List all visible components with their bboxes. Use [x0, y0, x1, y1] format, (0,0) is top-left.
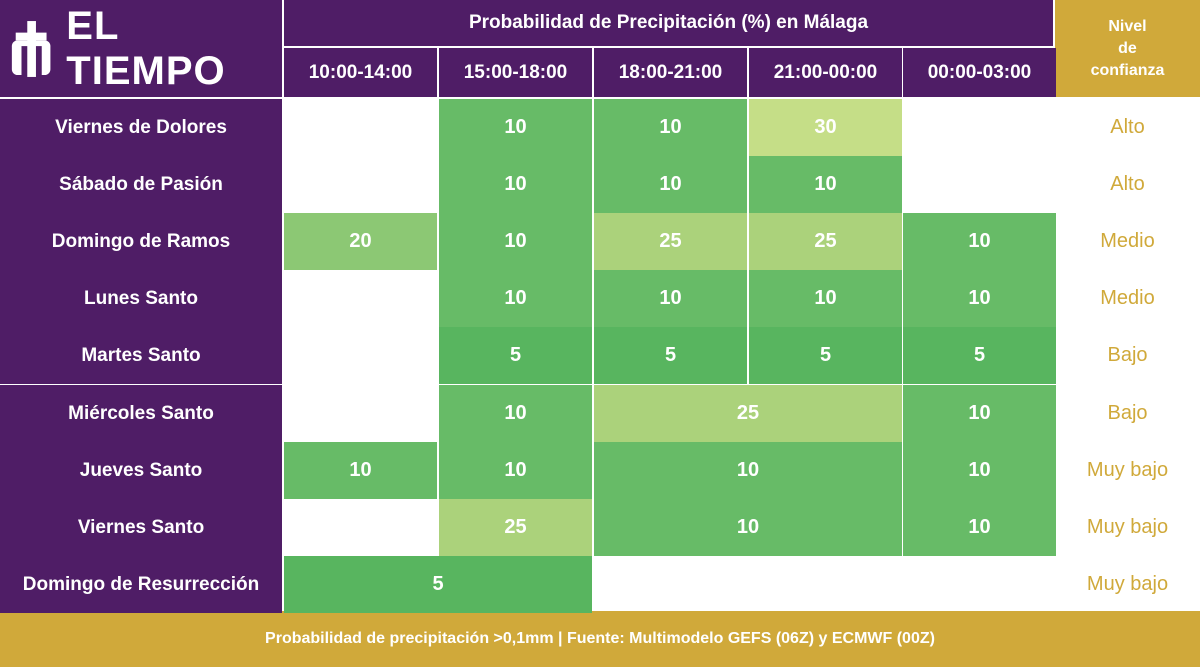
confidence-value: Alto — [1110, 116, 1145, 138]
probability-cell: 10 — [903, 499, 1056, 556]
probability-cell: 25 — [439, 499, 592, 556]
probability-cell: 10 — [903, 385, 1056, 442]
probability-cell: 10 — [903, 213, 1056, 270]
probability-cell: 10 — [749, 156, 902, 213]
probability-cell: 10 — [439, 270, 592, 327]
confidence-header-line-3: confianza — [1090, 61, 1165, 79]
column-header-3: 21:00-00:00 — [749, 48, 902, 97]
probability-cell: 25 — [594, 385, 902, 442]
confidence-header-line-1: Nivel — [1108, 17, 1147, 35]
confidence-value: Muy bajo — [1086, 459, 1169, 481]
row-label: Domingo de Ramos — [0, 213, 282, 270]
probability-cell: 10 — [594, 442, 902, 499]
row-label: Sábado de Pasión — [0, 156, 282, 213]
brand-logo-text: EL TIEMPO — [66, 3, 226, 93]
confidence-value: Muy bajo — [1086, 516, 1169, 538]
logo-block: EL TIEMPO — [0, 0, 282, 97]
probability-cell: 5 — [284, 556, 592, 613]
probability-cell: 10 — [439, 213, 592, 270]
probability-cell: 10 — [594, 270, 747, 327]
probability-cell: 10 — [594, 156, 747, 213]
probability-cell: 10 — [439, 442, 592, 499]
row-label: Viernes de Dolores — [0, 99, 282, 156]
row-label: Miércoles Santo — [0, 385, 282, 442]
probability-cell: 10 — [903, 270, 1056, 327]
row-label: Domingo de Resurrección — [0, 556, 282, 613]
probability-cell: 25 — [749, 213, 902, 270]
probability-cell: 5 — [903, 327, 1056, 384]
confidence-value: Bajo — [1107, 344, 1148, 366]
probability-cell: 10 — [284, 442, 437, 499]
probability-cell: 5 — [749, 327, 902, 384]
row-label: Lunes Santo — [0, 270, 282, 327]
confidence-value: Medio — [1100, 287, 1155, 309]
probability-cell: 10 — [439, 156, 592, 213]
probability-cell: 10 — [749, 270, 902, 327]
probability-cell: 20 — [284, 213, 437, 270]
probability-cell: 10 — [439, 385, 592, 442]
footer-note: Probabilidad de precipitación >0,1mm | F… — [0, 611, 1200, 667]
brand-logo-icon — [11, 20, 51, 77]
probability-cell: 5 — [439, 327, 592, 384]
column-header-0: 10:00-14:00 — [284, 48, 437, 97]
confidence-value: Muy bajo — [1086, 573, 1169, 595]
probability-cell: 30 — [749, 99, 902, 156]
probability-cell: 25 — [594, 213, 747, 270]
probability-cell: 10 — [903, 442, 1056, 499]
probability-cell: 10 — [594, 99, 747, 156]
probability-cell: 10 — [594, 499, 902, 556]
column-header-4: 00:00-03:00 — [903, 48, 1056, 97]
column-header-2: 18:00-21:00 — [594, 48, 747, 97]
table-title: Probabilidad de Precipitación (%) en Mál… — [284, 0, 1053, 46]
column-header-1: 15:00-18:00 — [439, 48, 592, 97]
row-label: Martes Santo — [0, 327, 282, 384]
confidence-header-line-2: de — [1118, 39, 1137, 57]
probability-cell: 5 — [594, 327, 747, 384]
row-label: Viernes Santo — [0, 499, 282, 556]
confidence-header: Nivel de confianza — [1055, 0, 1200, 97]
confidence-value: Medio — [1100, 230, 1155, 252]
confidence-value: Bajo — [1107, 402, 1148, 424]
confidence-value: Alto — [1110, 173, 1145, 195]
probability-cell: 10 — [439, 99, 592, 156]
row-label: Jueves Santo — [0, 442, 282, 499]
